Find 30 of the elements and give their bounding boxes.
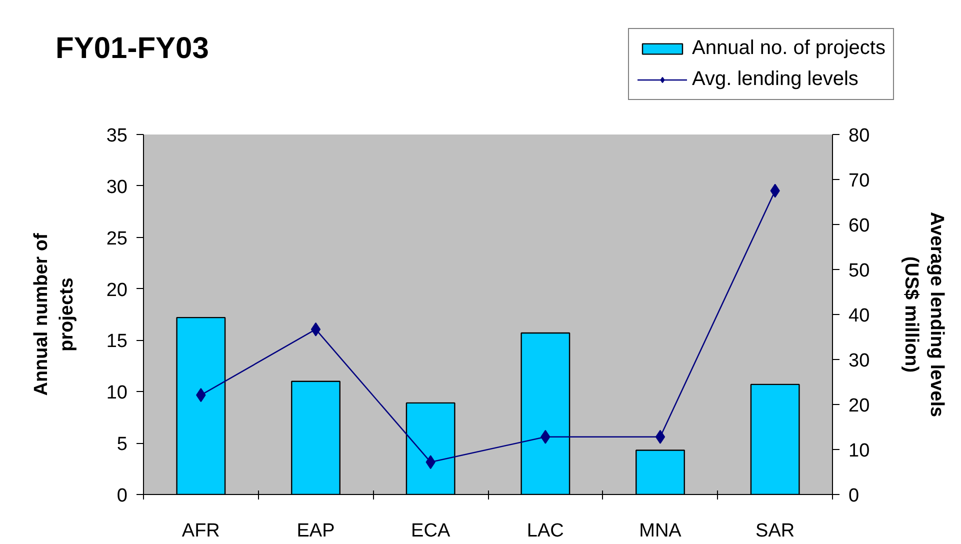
x-tick-label: EAP [296, 520, 335, 542]
legend-label: Annual no. of projects [692, 37, 886, 60]
y-axis-title: Annual number of projects [31, 232, 78, 396]
y2-tick-label: 60 [848, 216, 870, 236]
y2-tick-label: 80 [848, 126, 870, 146]
y-tick-label: 35 [106, 126, 128, 146]
x-tick-label: LAC [526, 520, 564, 542]
point [655, 430, 666, 444]
x-tick-label: AFR [182, 520, 220, 542]
y-tick-label: 25 [106, 228, 128, 250]
y2-tick-label: 70 [848, 170, 870, 192]
point [310, 322, 321, 336]
y2-tick-label: 30 [848, 350, 870, 372]
legend-label: Avg. lending levels [692, 68, 858, 91]
y-tick-label: 5 [116, 434, 128, 456]
y2-tick-label: 10 [848, 440, 870, 462]
y2-axis-title: Average lending levels (US$ million) [900, 212, 947, 418]
y-tick-label: 20 [106, 280, 128, 301]
y-tick-label: 15 [106, 331, 128, 352]
x-tick-label: ECA [411, 520, 450, 542]
x-tick-label: MNA [639, 520, 682, 542]
chart-title: FY01-FY03 [56, 32, 209, 65]
y-tick-label: 0 [116, 486, 128, 506]
y2-tick-label: 40 [848, 306, 870, 326]
y2-tick-label: 50 [848, 260, 870, 282]
y2-tick-label: 0 [848, 486, 860, 506]
x-tick-label: SAR [756, 520, 795, 542]
y2-tick-label: 20 [848, 396, 870, 416]
y-tick-label: 30 [106, 176, 128, 198]
y-tick-label: 10 [106, 382, 128, 404]
